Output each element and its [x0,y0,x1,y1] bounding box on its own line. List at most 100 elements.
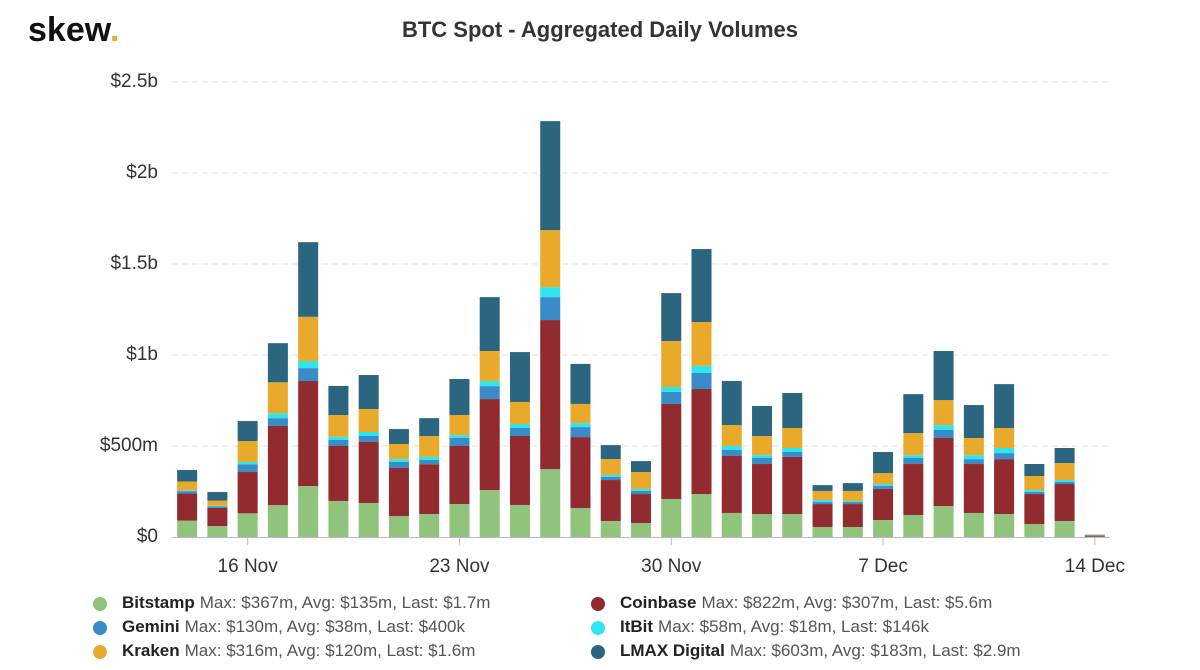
legend-entry: LMAX Digital Max: $603m, Avg: $183m, Last… [620,641,1021,660]
bar-segment [388,462,409,469]
bar-segment [873,520,894,537]
bar-segment [691,389,712,495]
bar-segment [933,425,954,430]
brand-logo: skew. [28,11,119,49]
legend-name: ItBit [620,617,653,636]
x-tick-label: 7 Dec [858,556,908,577]
bar-segment [1024,492,1045,495]
bar-segment [994,459,1015,515]
bar-segment [752,455,773,459]
bar-segment [419,418,440,436]
bar-segment [963,455,984,460]
bar-segment [540,287,561,298]
bar-segment [449,446,470,505]
legend-name: Gemini [122,617,180,636]
bar-segment [933,350,954,401]
legend-entry: Bitstamp Max: $367m, Avg: $135m, Last: $1… [122,593,490,612]
bar-segment [479,386,500,400]
bar-segment [631,494,651,523]
bar-segment [873,488,894,521]
bar-segment [388,459,409,463]
bar-segment [540,469,561,537]
bar-segment [358,435,379,442]
bar-segment [570,403,591,424]
bar-segment [267,413,288,419]
bar-segment [812,485,833,491]
bar-segment [509,504,530,537]
bar-segment [388,468,409,517]
bar-segment [903,514,924,537]
bar-segment [691,322,712,366]
bar-segment [540,297,561,321]
legend-summary: Max: $603m, Avg: $183m, Last: $2.9m [730,641,1021,660]
bar-segment [691,249,712,323]
bar-segment [873,486,894,489]
bar-segment [540,320,561,470]
bar-segment [752,458,773,465]
bar-segment [963,437,984,456]
legend-summary: Max: $316m, Avg: $120m, Last: $1.6m [185,641,476,660]
bar-segment [570,427,591,438]
bar-segment [752,514,773,537]
bar-segment [994,453,1015,460]
bar-segment [419,456,440,461]
bar-segment [661,387,682,392]
bar-segment [419,435,440,457]
bar-segment [267,425,288,506]
bar-segment [873,484,894,487]
bar-segment [449,504,470,537]
bar-segment [177,470,198,482]
bar-segment [1054,480,1075,483]
bar-segment [570,423,591,428]
legend-marker [591,597,605,611]
bar-segment [570,508,591,537]
bar-segment [509,435,530,505]
bar-segment [358,441,379,503]
legend-marker [93,645,107,659]
bar-segment [267,505,288,537]
bar-segment [1054,520,1075,537]
bar-segment [782,452,803,457]
bar-segment [1024,490,1045,493]
bar-segment [752,464,773,515]
y-tick-label: $1b [126,344,158,365]
bar-segment [963,459,984,465]
bar-segment [237,472,258,514]
bar-segment [177,481,198,491]
bar-segment [207,526,228,537]
y-tick-label: $2.5b [110,71,158,92]
bar-segment [358,502,379,537]
bar-segment [812,502,833,505]
bar-segment [388,516,409,537]
bar-segment [509,352,530,402]
legend-name: LMAX Digital [620,641,725,660]
bar-segment [298,361,319,369]
legend-marker [591,621,605,635]
bar-segment [570,437,591,509]
y-tick-label: $1.5b [110,253,158,274]
bar-segment [449,435,470,438]
bar-segment [933,437,954,507]
bar-segment [358,409,379,432]
bar-segment [994,427,1015,449]
bar-segment [782,393,803,428]
bar-segment [691,365,712,374]
bar-segment [358,375,379,410]
bar-segment [600,520,621,537]
bar-segment [207,500,228,506]
bar-segment [600,480,621,521]
bar-segment [691,373,712,390]
x-tick-label: 16 Nov [218,556,279,577]
bar-segment [782,448,803,453]
bar-segment [873,473,894,485]
bar-segment [328,439,349,446]
bar-segment [419,514,440,537]
bar-segment [903,458,924,465]
bar-segment [903,464,924,515]
x-tick-label: 30 Nov [641,556,702,577]
bar-segment [449,379,470,416]
bar-segment [782,456,803,515]
bar-segment [207,492,228,501]
legend-marker [591,645,605,659]
bar-segment [1024,494,1045,525]
